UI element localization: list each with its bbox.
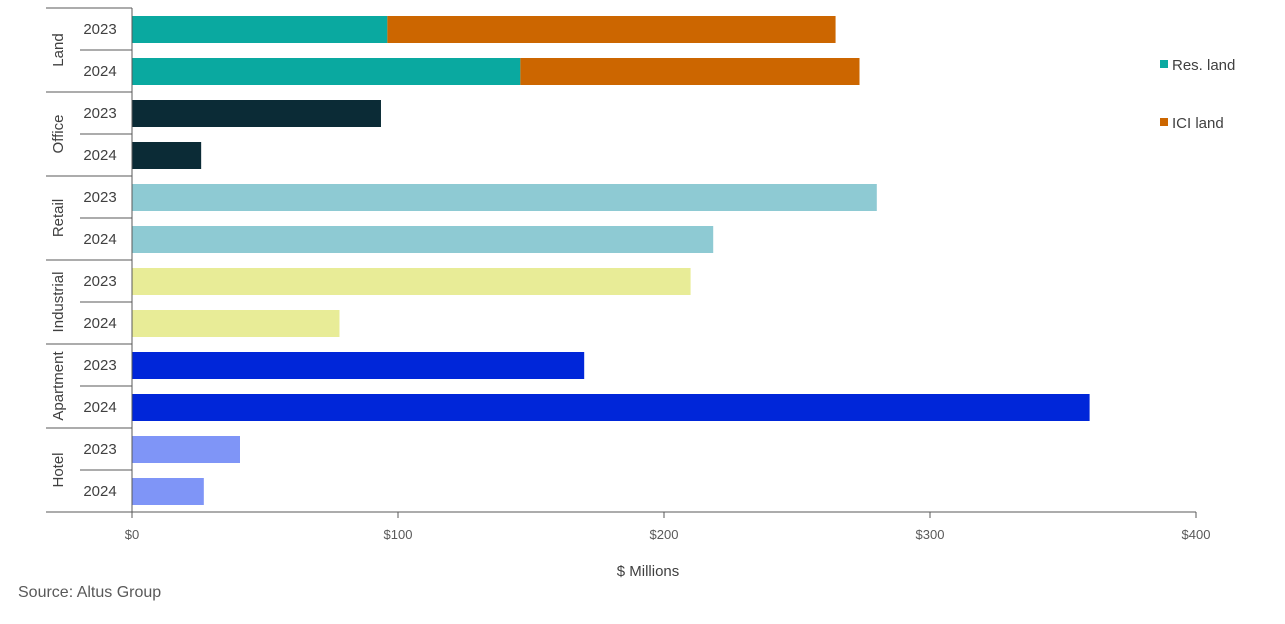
bar-industrial-2024	[132, 310, 340, 337]
bar-office-2024	[132, 142, 202, 169]
bar-apartment-2024	[132, 394, 1090, 421]
source-note: Source: Altus Group	[18, 584, 162, 601]
year-label: 2024	[83, 63, 116, 80]
bar-land-2024-resland	[132, 58, 521, 85]
bar-hotel-2024	[132, 478, 204, 505]
bar-industrial-2023	[132, 268, 691, 295]
bar-office-2023	[132, 100, 381, 127]
bar-land-2024-iciland	[520, 58, 860, 85]
year-label: 2023	[83, 189, 116, 206]
group-label-apartment: Apartment	[50, 351, 67, 421]
bar-land-2023-iciland	[387, 16, 836, 43]
year-label: 2023	[83, 105, 116, 122]
legend-swatch-resland	[1160, 60, 1168, 68]
group-label-office: Office	[50, 115, 67, 154]
group-label-industrial: Industrial	[50, 272, 67, 333]
legend-label: Res. land	[1172, 57, 1235, 74]
x-tick-label: $400	[1182, 527, 1211, 542]
legend-swatch-iciland	[1160, 118, 1168, 126]
year-label: 2024	[83, 399, 116, 416]
year-label: 2024	[83, 315, 116, 332]
bar-retail-2023	[132, 184, 877, 211]
x-tick-label: $200	[650, 527, 679, 542]
year-label: 2024	[83, 231, 116, 248]
year-label: 2023	[83, 21, 116, 38]
group-label-hotel: Hotel	[50, 452, 67, 487]
x-tick-label: $0	[125, 527, 139, 542]
year-label: 2024	[83, 483, 116, 500]
year-label: 2023	[83, 441, 116, 458]
bar-apartment-2023	[132, 352, 585, 379]
x-tick-label: $300	[916, 527, 945, 542]
year-label: 2023	[83, 273, 116, 290]
bar-hotel-2023	[132, 436, 240, 463]
year-label: 2024	[83, 147, 116, 164]
x-tick-label: $100	[384, 527, 413, 542]
bar-retail-2024	[132, 226, 714, 253]
year-label: 2023	[83, 357, 116, 374]
bar-land-2023-resland	[132, 16, 388, 43]
group-label-retail: Retail	[50, 199, 67, 237]
group-label-land: Land	[50, 33, 67, 66]
x-axis-title: $ Millions	[617, 563, 680, 580]
legend-label: ICI land	[1172, 115, 1224, 132]
